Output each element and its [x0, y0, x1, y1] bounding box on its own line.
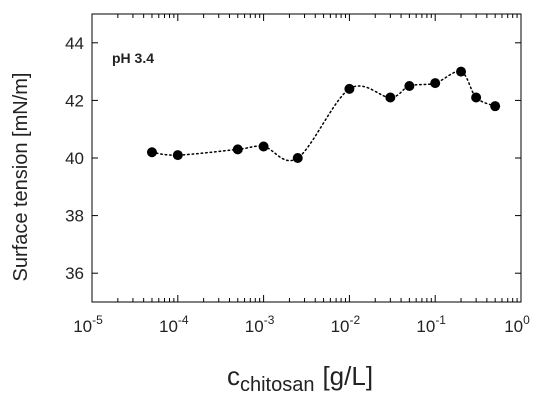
x-axis-label-subscript: chitosan	[240, 374, 315, 396]
y-tick-label: 36	[65, 264, 84, 283]
data-point	[232, 144, 243, 155]
x-tick-label: 10-3	[245, 313, 275, 336]
y-axis-label: Surface tension [mN/m]	[10, 73, 32, 282]
x-axis-label-unit: [g/L]	[322, 361, 373, 391]
data-point	[471, 92, 482, 103]
data-point	[385, 92, 396, 103]
y-axis: 36 38 40 42 44	[65, 34, 521, 283]
data-point	[430, 78, 441, 89]
y-tick-label: 44	[65, 34, 84, 53]
x-tick-label: 100	[504, 313, 530, 336]
data-point	[292, 153, 303, 163]
y-tick-label: 38	[65, 207, 84, 226]
x-axis: 10-5 10-4 10-3 10-2 10-1 100	[73, 14, 530, 336]
series-line	[151, 70, 496, 162]
annotation-label: pH 3.4	[112, 50, 154, 66]
data-point	[344, 83, 355, 94]
data-point	[146, 147, 157, 158]
x-tick-label: 10-2	[331, 313, 361, 336]
series-layer	[146, 66, 501, 163]
x-tick-label: 10-4	[159, 313, 189, 336]
x-axis-label: cchitosan [g/L]	[227, 361, 373, 396]
data-point	[404, 81, 415, 91]
plot-frame	[91, 13, 522, 303]
data-point	[258, 141, 269, 152]
x-tick-label: 10-5	[73, 313, 103, 336]
data-point	[456, 66, 467, 77]
data-point	[490, 101, 501, 112]
x-tick-label: 10-1	[416, 313, 446, 336]
y-tick-label: 42	[65, 91, 84, 110]
data-point	[172, 150, 183, 161]
y-tick-label: 40	[65, 149, 84, 168]
plot-border	[91, 13, 522, 303]
x-axis-label-main: c	[227, 361, 240, 391]
